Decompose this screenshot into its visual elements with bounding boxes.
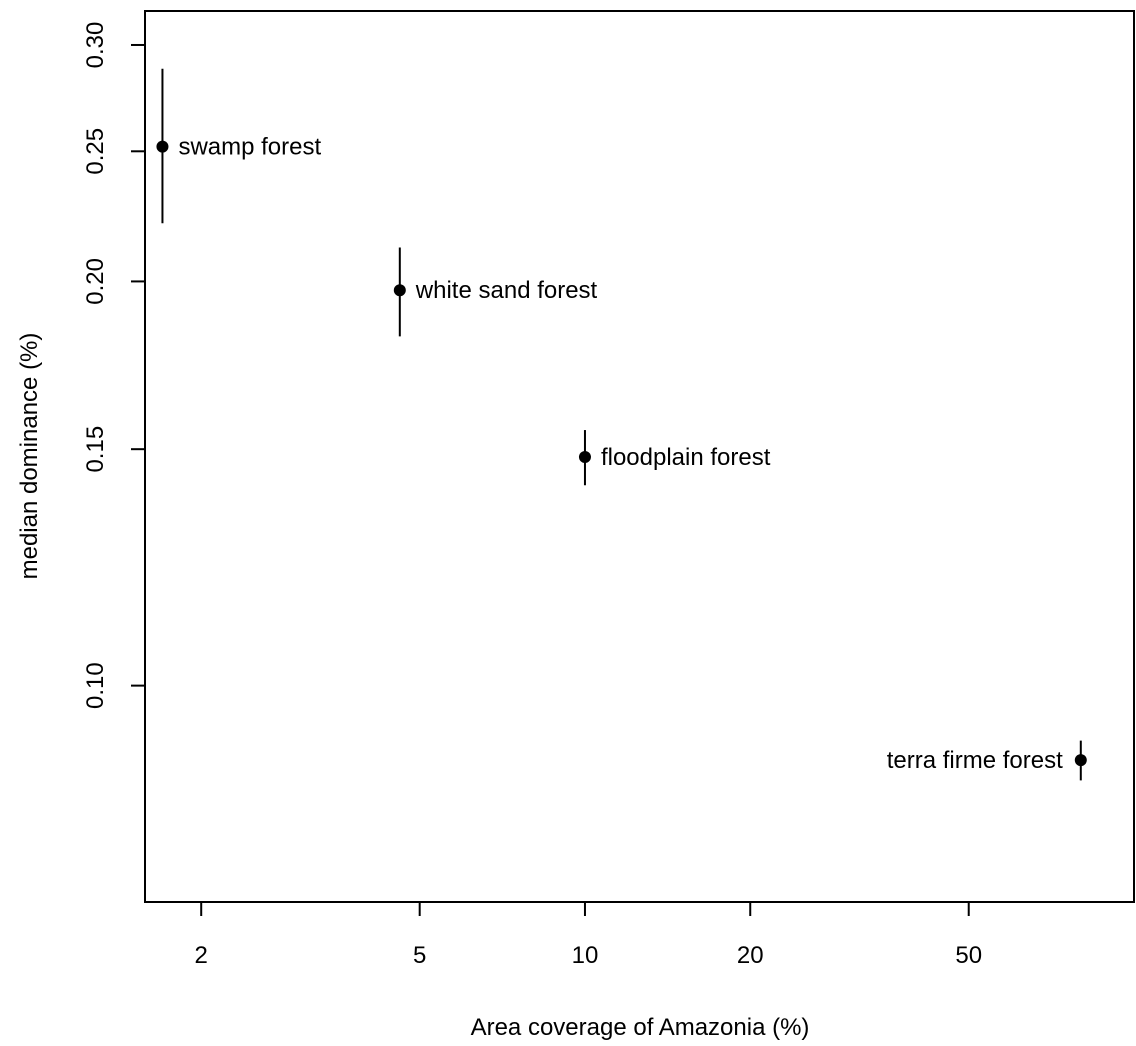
y-tick-label: 0.20: [82, 258, 109, 305]
data-point: [578, 451, 591, 464]
x-tick-label: 10: [572, 942, 599, 969]
x-tick-label: 5: [413, 942, 426, 969]
point-label: swamp forest: [178, 134, 321, 161]
y-axis-title: median dominance (%): [16, 333, 43, 580]
point-label: white sand forest: [415, 277, 598, 304]
y-tick-label: 0.25: [82, 128, 109, 175]
data-series: swamp forest white sand forest floodplain …: [156, 68, 1087, 781]
y-tick-label: 0.15: [82, 426, 109, 473]
x-tick-label: 2: [195, 942, 208, 969]
y-tick-label: 0.30: [82, 22, 109, 69]
y-axis: 0.10 0.15 0.20 0.25 0.30: [82, 22, 146, 709]
x-tick-label: 20: [737, 942, 764, 969]
data-point: [393, 284, 406, 297]
point-label: floodplain forest: [601, 444, 771, 471]
point-label: terra firme forest: [887, 747, 1063, 774]
x-axis-title: Area coverage of Amazonia (%): [471, 1014, 810, 1041]
data-point: [1074, 754, 1087, 767]
x-tick-label: 50: [955, 942, 982, 969]
data-point: [156, 140, 169, 153]
y-tick-label: 0.10: [82, 662, 109, 709]
x-axis: 2 5 10 20 50: [195, 901, 982, 969]
